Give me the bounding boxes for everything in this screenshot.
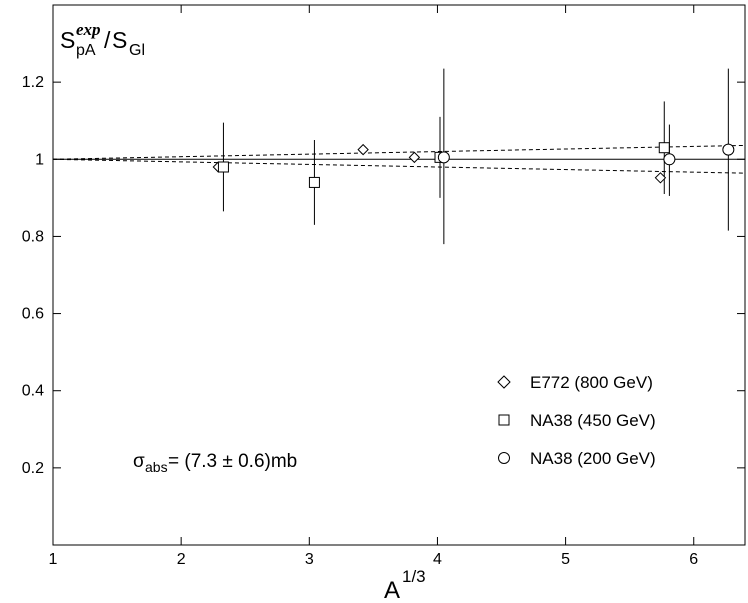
legend: E772 (800 GeV) NA38 (450 GeV) NA38 (200 … (497, 373, 656, 468)
dashed-reference-line (52, 144, 746, 160)
diamond-marker-icon (497, 375, 511, 389)
plot-frame (52, 4, 746, 546)
square-point (308, 176, 320, 188)
diamond-point (654, 172, 667, 184)
x-axis-title: A 1/3 (384, 567, 426, 603)
sigma-annotation: σ abs = (7.3 ± 0.6)mb (133, 451, 297, 475)
ticks: 1 2 3 4 5 6 0.2 0.4 0.6 0.8 1 1.2 (22, 5, 745, 568)
error-bars (222, 68, 729, 245)
diamond-point (357, 143, 369, 156)
legend-item-e772: E772 (800 GeV) (497, 373, 653, 392)
ylabel-sub2: Gl (129, 42, 145, 59)
x-tick-label: 5 (561, 551, 570, 568)
y-tick-label: 0.8 (22, 228, 44, 245)
circle-point (722, 143, 735, 156)
xlabel-sup: 1/3 (402, 567, 426, 586)
xlabel-base: A (384, 577, 400, 603)
dashed-reference-line (52, 158, 746, 174)
x-tick-label: 6 (689, 551, 698, 568)
x-tick-label: 2 (177, 551, 186, 568)
ylabel-sub1: pA (76, 42, 96, 59)
annotation-symbol: σ (133, 451, 145, 472)
annotation-value: = (7.3 ± 0.6)mb (168, 451, 297, 472)
x-tick-label: 4 (433, 551, 442, 568)
annotation-sub: abs (145, 459, 168, 475)
legend-label: NA38 (200 GeV) (530, 449, 656, 468)
y-tick-label: 0.6 (22, 306, 44, 323)
legend-label: NA38 (450 GeV) (530, 411, 656, 430)
ylabel-sup1: exp (76, 20, 101, 39)
square-point (658, 142, 670, 154)
y-tick-label: 1 (35, 151, 44, 168)
legend-item-na38-450: NA38 (450 GeV) (498, 411, 656, 430)
circle-point (437, 151, 450, 164)
y-axis-title: S exp pA / S Gl (60, 20, 145, 59)
ylabel-slash: / (104, 27, 111, 53)
ylabel-base2: S (112, 27, 127, 53)
circle-point (663, 153, 676, 166)
circle-marker-icon (498, 452, 510, 464)
diamond-point (408, 151, 421, 164)
square-point (217, 161, 229, 173)
data-markers (212, 142, 735, 188)
y-tick-label: 0.4 (22, 383, 44, 400)
reference-lines (52, 144, 746, 174)
legend-item-na38-200: NA38 (200 GeV) (498, 449, 656, 468)
x-tick-label: 1 (49, 551, 58, 568)
x-tick-label: 3 (305, 551, 314, 568)
ylabel-base1: S (60, 27, 75, 53)
y-tick-label: 1.2 (22, 74, 44, 91)
square-marker-icon (498, 414, 510, 426)
y-tick-label: 0.2 (22, 460, 44, 477)
legend-label: E772 (800 GeV) (530, 373, 653, 392)
